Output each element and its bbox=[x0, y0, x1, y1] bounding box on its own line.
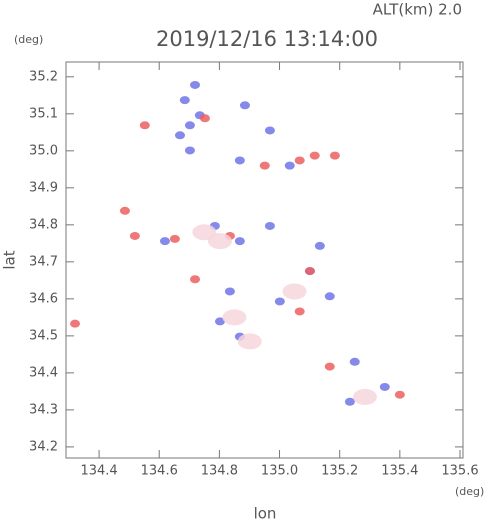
echo-point bbox=[70, 319, 81, 328]
x-unit: (deg) bbox=[455, 485, 484, 498]
x-axis-label: lon bbox=[254, 505, 277, 522]
y-tick-label: 34.7 bbox=[29, 254, 58, 269]
echo-point bbox=[184, 121, 195, 130]
echo-point bbox=[224, 287, 235, 296]
echo-point bbox=[282, 283, 307, 300]
echo-point bbox=[314, 241, 325, 250]
y-tick-label: 34.3 bbox=[29, 402, 58, 417]
echo-point bbox=[309, 151, 320, 160]
x-tick-label: 134.4 bbox=[80, 464, 117, 479]
echo-point bbox=[222, 309, 247, 326]
echo-point bbox=[344, 397, 355, 406]
x-tick-label: 134.6 bbox=[141, 464, 178, 479]
y-tick-label: 34.5 bbox=[29, 328, 58, 343]
y-tick-label: 34.2 bbox=[29, 439, 58, 454]
annotation: ALT(km) 2.0 bbox=[373, 1, 462, 19]
echo-point bbox=[179, 96, 190, 105]
echo-point bbox=[284, 161, 295, 170]
echo-point bbox=[190, 275, 201, 284]
echo-point bbox=[274, 297, 285, 306]
echo-point bbox=[192, 224, 217, 241]
echo-point bbox=[207, 233, 232, 250]
y-tick-label: 35.0 bbox=[29, 143, 58, 158]
echo-point bbox=[352, 388, 377, 405]
y-tick-label: 34.4 bbox=[29, 365, 58, 380]
chart-title: 2019/12/16 13:14:00 bbox=[156, 27, 378, 51]
echo-point bbox=[294, 156, 305, 165]
echo-point bbox=[324, 292, 335, 301]
echo-point bbox=[169, 234, 180, 243]
echo-point bbox=[329, 151, 340, 160]
echo-point bbox=[324, 362, 335, 371]
echo-point bbox=[174, 131, 185, 140]
echo-point bbox=[394, 390, 405, 399]
echo-point bbox=[259, 161, 270, 170]
echo-point bbox=[234, 237, 245, 246]
x-tick-label: 135.2 bbox=[321, 464, 358, 479]
y-axis-label: lat bbox=[1, 250, 19, 269]
echo-point bbox=[234, 156, 245, 165]
y-unit: (deg) bbox=[14, 33, 43, 46]
echo-point bbox=[379, 382, 390, 391]
echo-point bbox=[264, 221, 275, 230]
x-tick-label: 134.8 bbox=[201, 464, 238, 479]
x-tick-label: 135.0 bbox=[261, 464, 298, 479]
x-tick-label: 135.6 bbox=[441, 464, 478, 479]
y-tick-label: 34.9 bbox=[29, 180, 58, 195]
x-tick-label: 135.4 bbox=[381, 464, 418, 479]
echo-point bbox=[237, 333, 262, 350]
echo-point bbox=[184, 146, 195, 155]
echo-point bbox=[199, 114, 210, 123]
echo-point bbox=[159, 237, 170, 246]
echo-point bbox=[264, 126, 275, 135]
echo-point bbox=[129, 231, 140, 240]
echo-point bbox=[349, 357, 360, 366]
y-tick-label: 34.6 bbox=[29, 291, 58, 306]
y-tick-label: 35.1 bbox=[29, 106, 58, 121]
y-tick-label: 34.8 bbox=[29, 217, 58, 232]
echo-point bbox=[190, 80, 201, 89]
echo-point bbox=[214, 317, 225, 326]
echo-point bbox=[239, 101, 250, 110]
echo-point bbox=[119, 206, 130, 215]
y-tick-label: 35.2 bbox=[29, 69, 58, 84]
echo-point bbox=[304, 267, 315, 276]
echo-point bbox=[294, 307, 305, 316]
plot-frame bbox=[65, 61, 464, 459]
echo-point bbox=[139, 121, 150, 130]
